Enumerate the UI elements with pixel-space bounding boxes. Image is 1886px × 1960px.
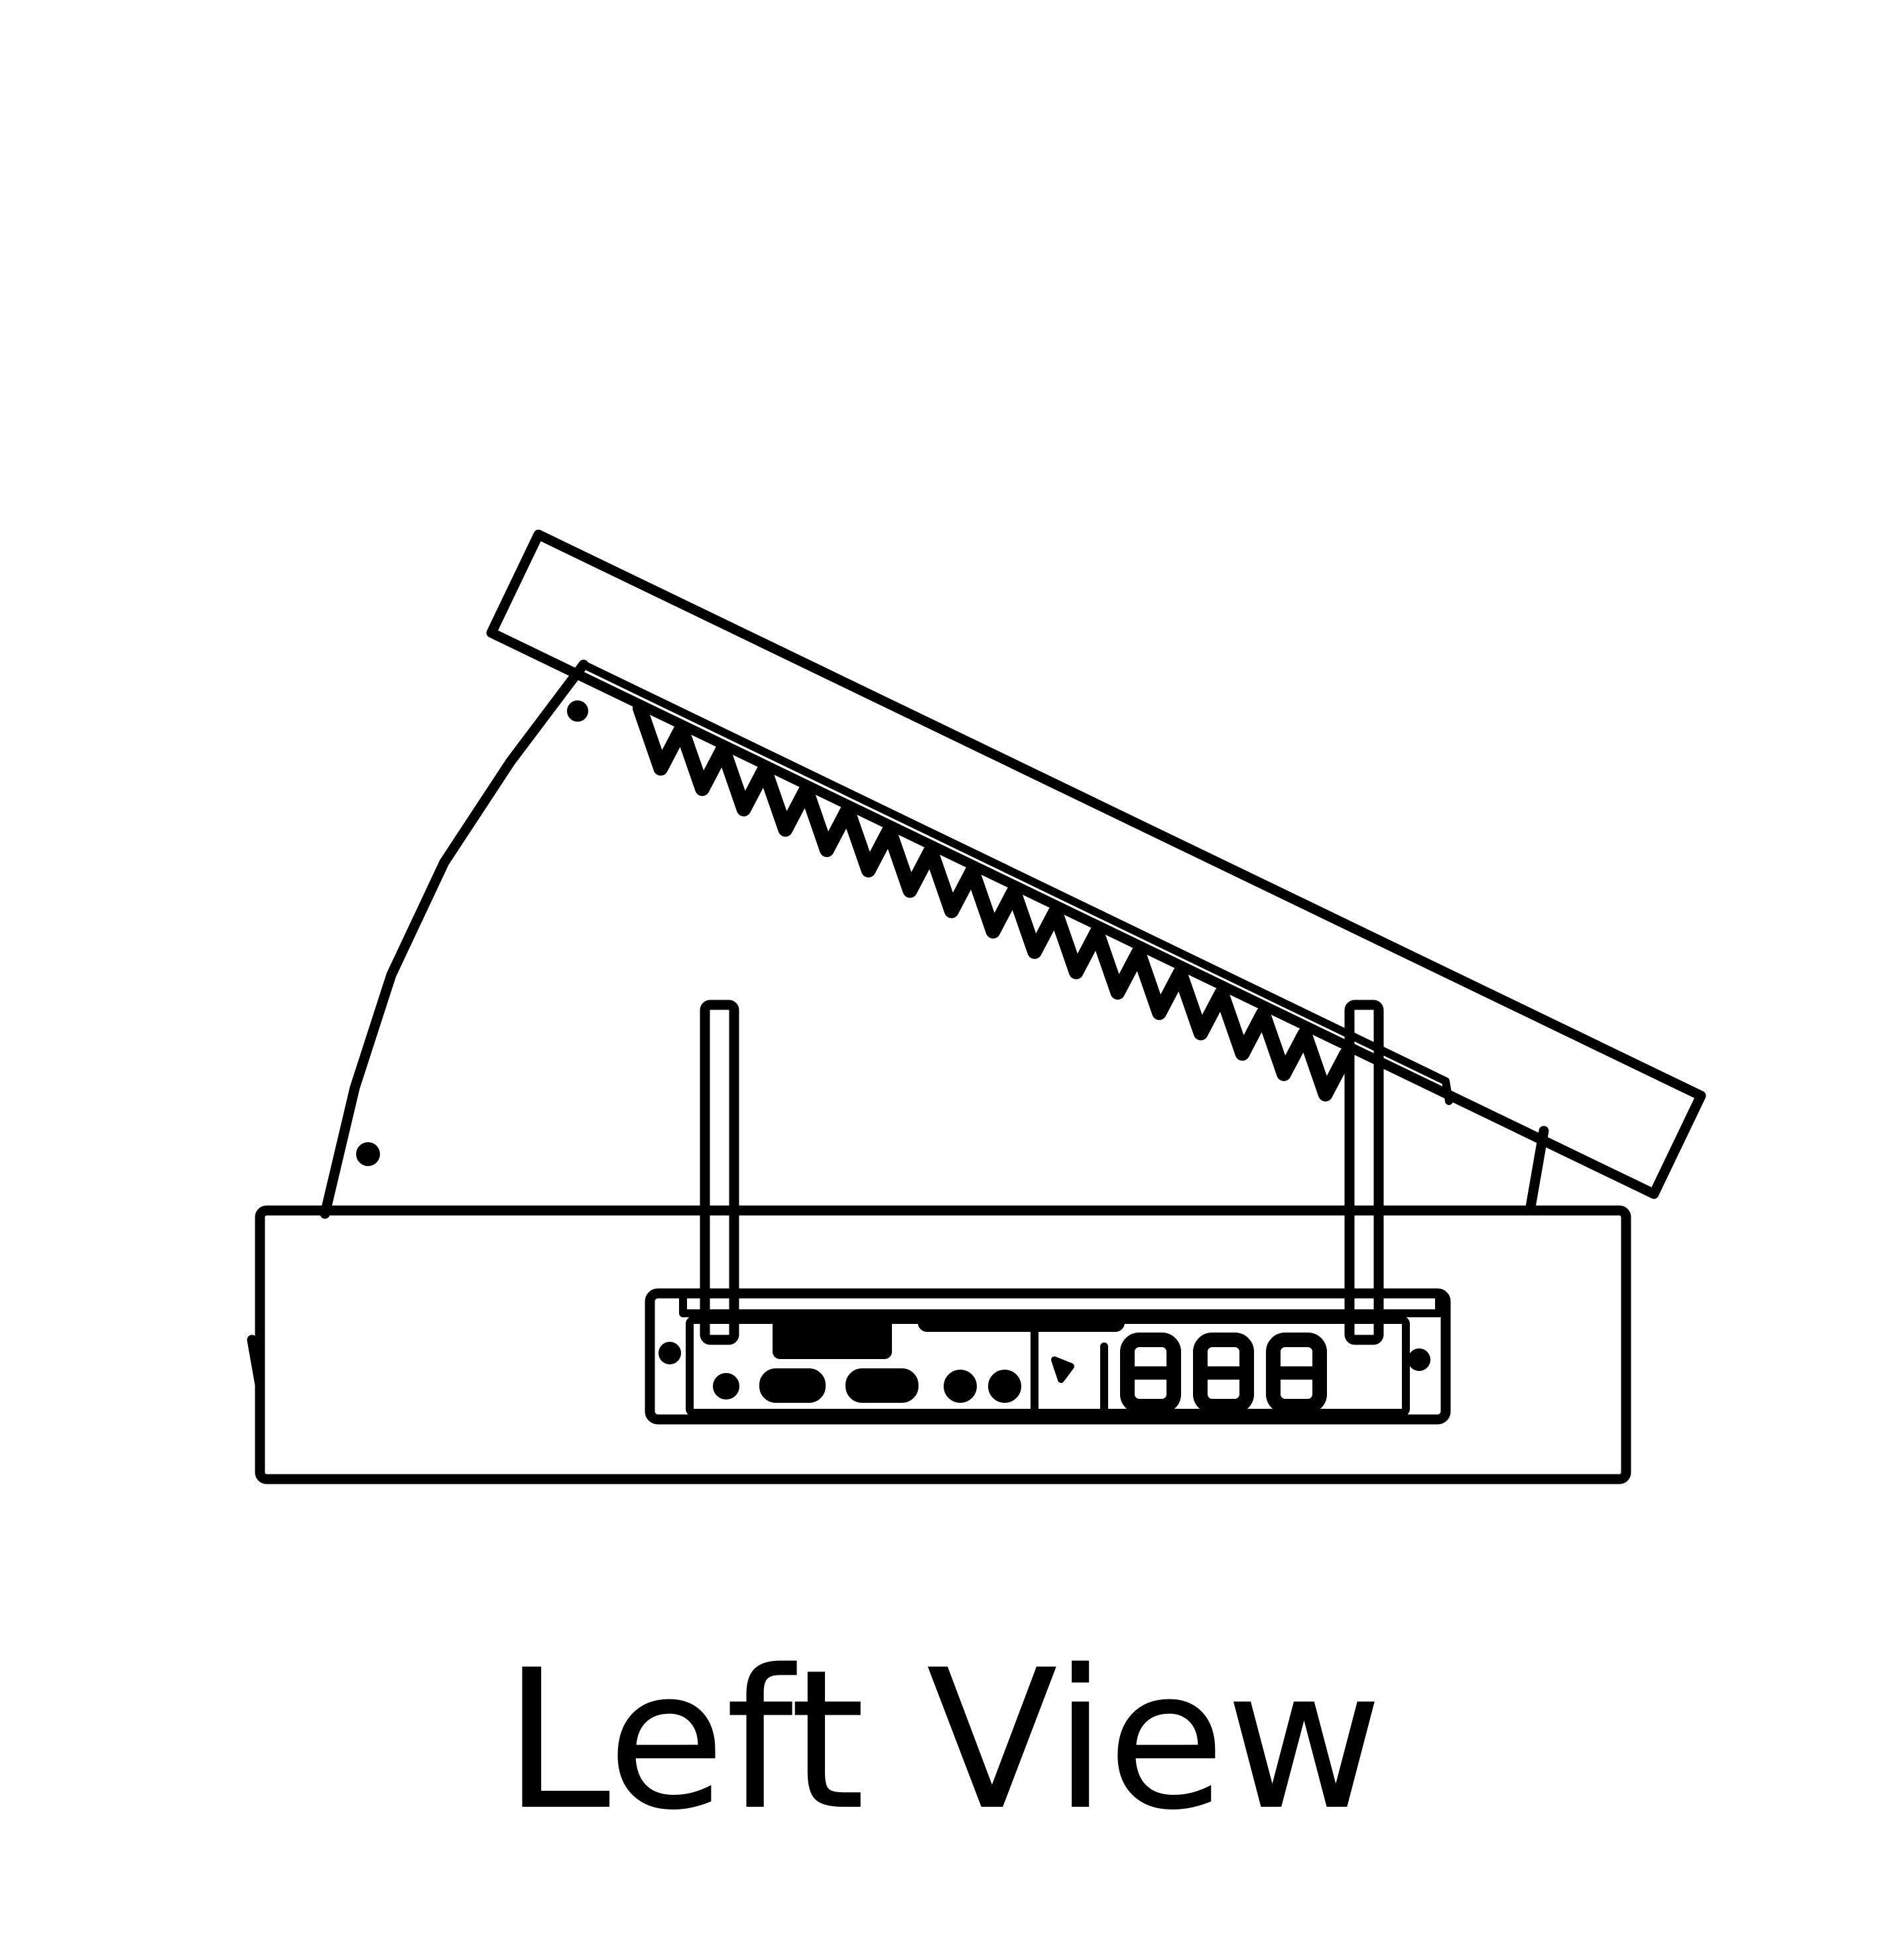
base-housing — [255, 1205, 1631, 1484]
label-strip — [773, 1311, 892, 1359]
control-panel-inner — [686, 1316, 1410, 1417]
tilted-top-panel — [486, 529, 1706, 1199]
hinge-spring-strip — [633, 701, 1353, 1102]
left-corner-screw — [659, 1342, 681, 1364]
small-knob-3 — [988, 1370, 1021, 1403]
lid-hinge-bar — [580, 661, 1453, 1105]
view-caption: Left View — [503, 1629, 1383, 1853]
arrow-indicator — [1051, 1356, 1074, 1383]
oval-button-2 — [846, 1368, 918, 1403]
oval-button-1 — [759, 1368, 826, 1403]
small-knob-1 — [713, 1373, 739, 1400]
small-knob-2 — [944, 1370, 977, 1403]
control-panel-top-rail — [679, 1289, 1443, 1317]
left-antenna — [700, 1000, 739, 1345]
upper-pivot-screw — [567, 700, 588, 722]
segment-display — [1120, 1333, 1327, 1413]
spring-zigzag — [633, 701, 1353, 1102]
display-window — [918, 1311, 1125, 1332]
right-antenna — [1344, 1000, 1384, 1345]
lower-pivot-screw — [356, 1142, 380, 1166]
curved-side-support — [320, 659, 589, 1219]
right-corner-screw — [1408, 1348, 1430, 1371]
